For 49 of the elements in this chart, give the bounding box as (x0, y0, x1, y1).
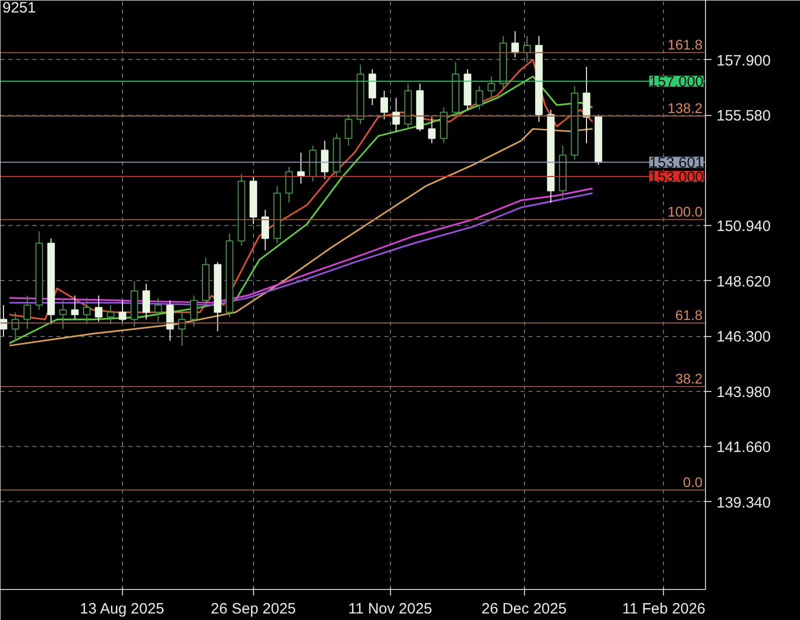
candlestick (476, 86, 484, 110)
x-tick-label: 11 Feb 2026 (622, 600, 706, 618)
line-series (8, 128, 594, 346)
candlestick (261, 209, 270, 251)
candlestick (178, 309, 186, 346)
annotation: 0.0 (683, 474, 703, 490)
annotation: 38.2 (675, 370, 703, 387)
candlestick (142, 283, 150, 320)
candlestick (523, 35, 531, 63)
ref-line-label: 157.000 (649, 74, 704, 91)
candlestick (118, 300, 126, 322)
y-tick-label: 139.340 (716, 494, 771, 512)
ref-line-label: 153.601 (649, 154, 704, 172)
x-tick-label: 11 Nov 2025 (348, 600, 432, 618)
candlestick (94, 295, 102, 322)
y-tick-label: 157.900 (716, 52, 771, 70)
candlestick (71, 295, 79, 320)
candlestick (24, 295, 32, 330)
y-tick-label: 141.660 (716, 439, 771, 456)
x-tick-label: 26 Dec 2025 (482, 600, 567, 618)
y-tick-label: 150.940 (716, 218, 771, 236)
annotation: 9251 (2, 0, 36, 16)
candlestick (106, 304, 114, 325)
candlestick (380, 90, 388, 120)
candlestick (59, 300, 67, 330)
y-tick-label: 148.620 (716, 273, 771, 290)
candlestick (166, 300, 174, 342)
x-tick-label: 13 Aug 2025 (80, 600, 164, 618)
annotation: 61.8 (675, 306, 703, 323)
annotation: 138.2 (667, 100, 703, 116)
candlestick (511, 30, 519, 58)
y-tick-label: 155.580 (716, 108, 771, 125)
candlestick (428, 116, 436, 144)
y-tick-label: 146.300 (716, 328, 771, 346)
candlestick (320, 140, 329, 180)
candlestick (368, 68, 376, 106)
annotation: 100.0 (667, 204, 703, 220)
candlestick (488, 76, 496, 101)
candlestick (285, 166, 293, 204)
candlestick (82, 297, 91, 325)
y-tick-label: 143.980 (716, 384, 771, 401)
x-tick-label: 26 Sep 2025 (210, 600, 296, 618)
candlestick (154, 297, 162, 322)
candlestick (392, 97, 400, 132)
annotation: 161.8 (667, 36, 703, 53)
ref-line-label: 153.000 (649, 169, 704, 186)
candlestick (582, 66, 590, 144)
candlestick (344, 114, 352, 146)
candlestick (190, 295, 198, 328)
